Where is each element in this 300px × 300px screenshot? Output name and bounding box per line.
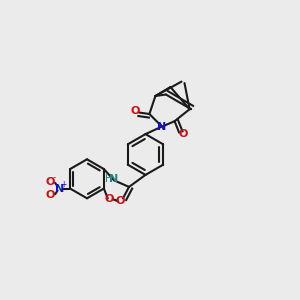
Text: N: N — [55, 184, 64, 194]
Text: O: O — [105, 194, 114, 204]
Text: +: + — [60, 180, 67, 190]
Text: N: N — [109, 174, 118, 184]
Text: H: H — [105, 174, 113, 184]
Text: O: O — [45, 177, 54, 187]
Text: O: O — [116, 196, 125, 206]
Text: O: O — [178, 128, 188, 139]
Text: O: O — [45, 190, 54, 200]
Text: N: N — [158, 122, 166, 132]
Text: O: O — [130, 106, 140, 116]
Text: -: - — [53, 173, 56, 182]
Text: methyl: methyl — [115, 198, 119, 200]
